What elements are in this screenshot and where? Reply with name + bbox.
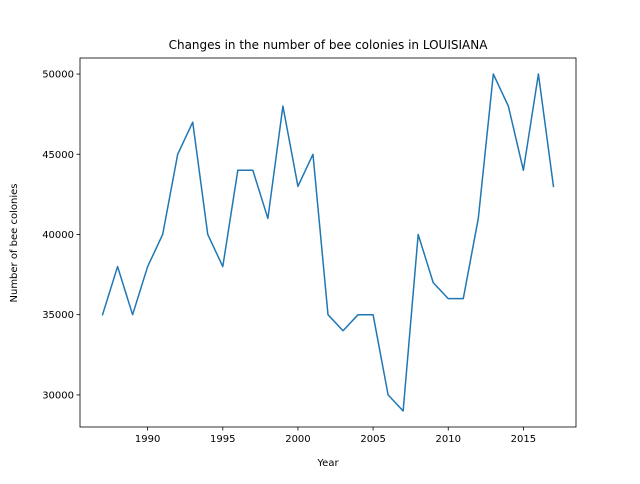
x-tick-label-2015: 2015 <box>511 434 536 445</box>
x-tick-label-2010: 2010 <box>436 434 461 445</box>
x-tick-label-2005: 2005 <box>360 434 385 445</box>
y-axis-label: Number of bee colonies <box>9 184 20 303</box>
x-axis-label: Year <box>316 458 339 469</box>
x-tick-label-1995: 1995 <box>210 434 235 445</box>
y-tick-label-45000: 45000 <box>42 150 74 161</box>
x-tick-label-2000: 2000 <box>285 434 310 445</box>
axes-frame <box>79 57 577 428</box>
y-tick-label-40000: 40000 <box>42 230 74 241</box>
series-line-0 <box>101 73 555 412</box>
y-tick-label-30000: 30000 <box>42 390 74 401</box>
y-tick-label-35000: 35000 <box>42 310 74 321</box>
x-tick-label-1990: 1990 <box>135 434 160 445</box>
y-tick-label-50000: 50000 <box>42 70 74 81</box>
chart-title: Changes in the number of bee colonies in… <box>169 38 489 52</box>
plot-area: 1990 1995 2000 2005 2010 2015 30000 35000 40000 4… <box>42 57 577 445</box>
